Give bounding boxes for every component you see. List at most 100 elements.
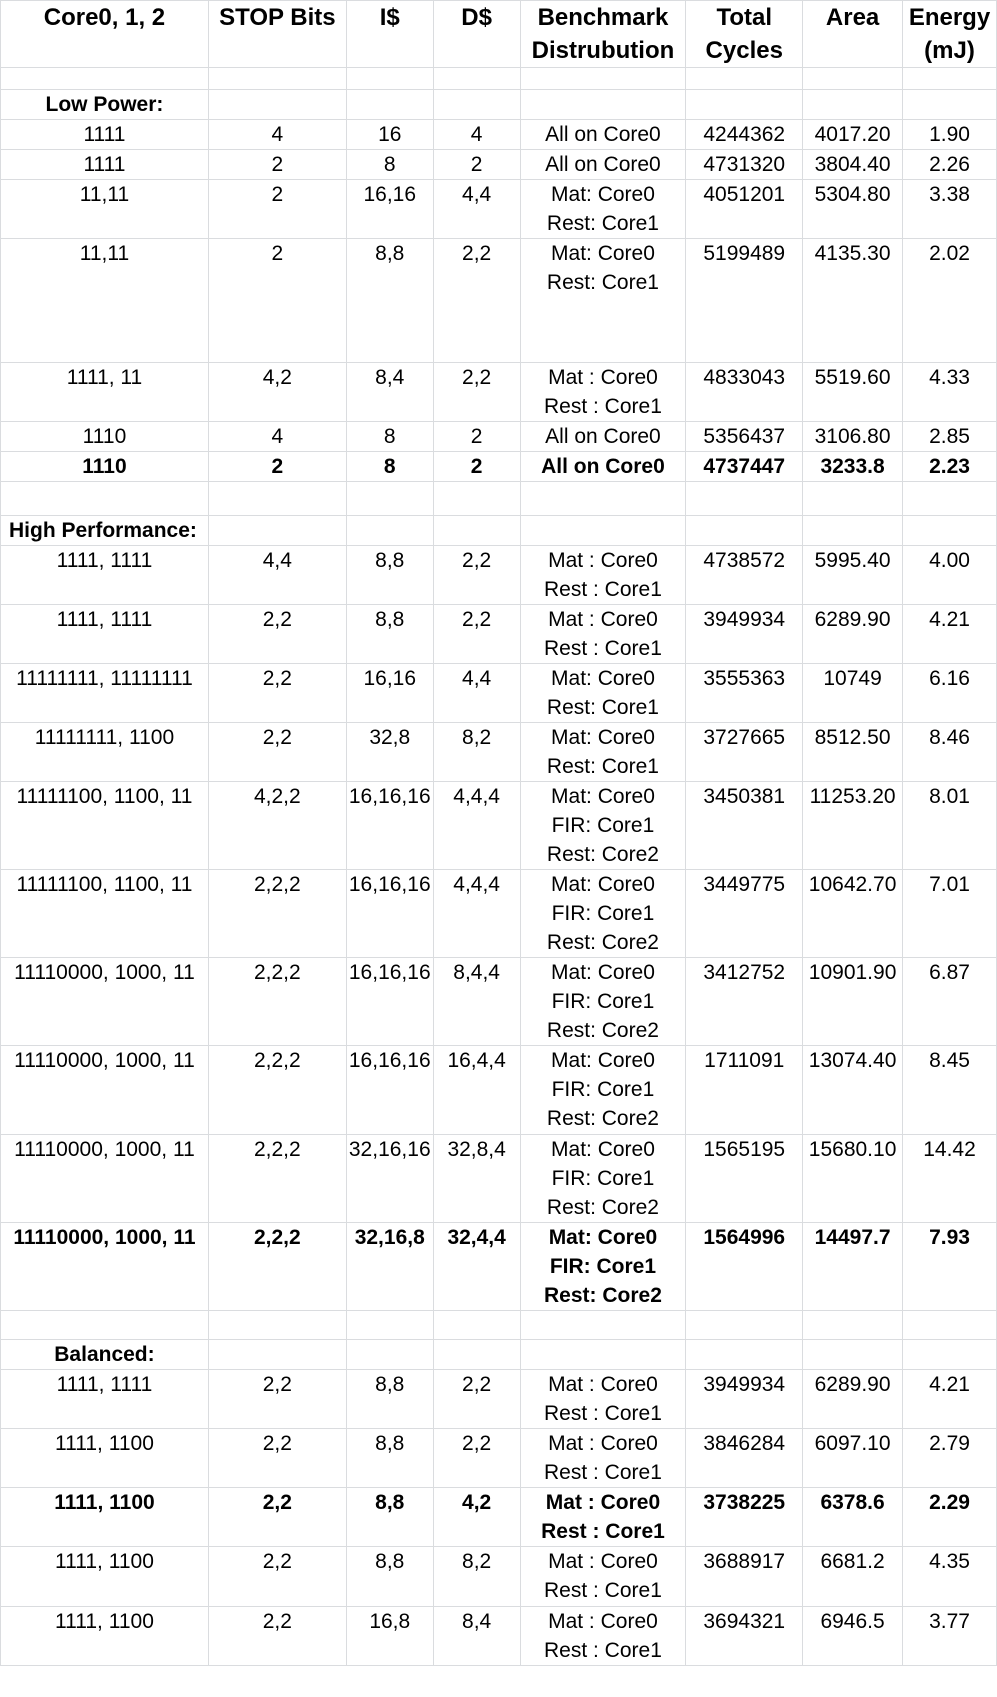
benchmark-cell: Mat : Core0 Rest : Core1	[519, 1606, 687, 1666]
benchmark-line: Rest: Core1	[546, 755, 659, 778]
cores-cell: 11110000, 1000, 11	[0, 1045, 209, 1135]
empty-cell	[519, 1310, 687, 1340]
benchmark-cell: Mat : Core0 Rest : Core1	[519, 1428, 687, 1488]
cores-cell: 11111100, 1100, 11	[0, 869, 209, 958]
area-cell: 3804.40	[802, 149, 904, 180]
dcache-cell: 2	[432, 421, 521, 452]
benchmark-line: Mat : Core0	[548, 1610, 658, 1633]
cores-cell: 11,11	[0, 179, 209, 239]
benchmark-line: Rest: Core1	[546, 271, 659, 294]
empty-cell	[802, 1310, 904, 1340]
table-row: 1111, 1100 2,2 8,8 8,2 Mat : Core0 Rest : Cor…	[0, 1546, 997, 1607]
cores-cell: 1111, 1111	[0, 604, 209, 664]
benchmark-cell: Mat: Core0 FIR: Core1 Rest: Core2	[519, 957, 687, 1046]
header-benchmark: Benchmark Distrubution	[519, 0, 687, 68]
empty-cell	[345, 1339, 434, 1370]
empty-cell	[432, 515, 521, 546]
icache-cell: 32,8	[345, 722, 434, 782]
cores-cell: 1111, 1100	[0, 1487, 209, 1547]
benchmark-line: All on Core0	[545, 153, 661, 176]
total-cycles-cell: 3449775	[685, 869, 804, 958]
benchmark-line: Mat : Core0	[548, 1373, 658, 1396]
empty-cell	[685, 89, 804, 120]
stop-bits-cell: 2,2	[207, 1546, 347, 1607]
total-cycles-cell: 4244362	[685, 119, 804, 150]
benchmark-line: Mat : Core0	[548, 549, 658, 572]
area-cell: 4135.30	[802, 238, 904, 363]
benchmark-cell: All on Core0	[519, 119, 687, 150]
stop-bits-cell: 2,2,2	[207, 1045, 347, 1135]
area-cell: 15680.10	[802, 1134, 904, 1223]
table-row: 11110000, 1000, 11 2,2,2 32,16,16 32,8,4 Mat…	[0, 1134, 997, 1223]
dcache-cell: 4,4	[432, 179, 521, 239]
total-cycles-cell: 3412752	[685, 957, 804, 1046]
table-row: 1111, 1100 2,2 16,8 8,4 Mat : Core0 Rest : Co…	[0, 1606, 997, 1666]
table-row: 11,11 2 16,16 4,4 Mat: Core0 Rest: Core1 40512…	[0, 179, 997, 239]
dcache-cell: 2,2	[432, 1369, 521, 1429]
stop-bits-cell: 2,2,2	[207, 1222, 347, 1311]
energy-cell: 8.01	[902, 781, 997, 870]
stop-bits-cell: 2,2,2	[207, 1134, 347, 1223]
blank-row	[0, 1310, 997, 1340]
table-row: 1111, 1111 4,4 8,8 2,2 Mat : Core0 Rest : Cor…	[0, 545, 997, 605]
benchmark-line: Mat: Core0	[551, 1138, 655, 1161]
benchmark-cell: Mat : Core0 Rest : Core1	[519, 1369, 687, 1429]
stop-bits-cell: 4	[207, 421, 347, 452]
empty-cell	[685, 515, 804, 546]
energy-cell: 2.85	[902, 421, 997, 452]
energy-cell: 6.16	[902, 663, 997, 723]
empty-cell	[802, 67, 904, 90]
area-cell: 11253.20	[802, 781, 904, 870]
dcache-cell: 2,2	[432, 604, 521, 664]
icache-cell: 8	[345, 149, 434, 180]
benchmark-line: Mat : Core0	[548, 1550, 658, 1573]
dcache-cell: 8,2	[432, 1546, 521, 1607]
empty-cell	[902, 67, 997, 90]
energy-cell: 2.23	[902, 451, 997, 482]
area-cell: 5995.40	[802, 545, 904, 605]
energy-cell: 4.00	[902, 545, 997, 605]
icache-cell: 8,8	[345, 545, 434, 605]
section-row: Balanced:	[0, 1339, 997, 1370]
benchmark-line: Rest : Core1	[541, 1520, 665, 1543]
dcache-cell: 2	[432, 451, 521, 482]
benchmark-cell: Mat: Core0 Rest: Core1	[519, 663, 687, 723]
empty-cell	[685, 67, 804, 90]
dcache-cell: 4	[432, 119, 521, 150]
empty-cell	[902, 515, 997, 546]
stop-bits-cell: 2	[207, 149, 347, 180]
icache-cell: 16	[345, 119, 434, 150]
section-label: Balanced:	[0, 1339, 209, 1370]
cores-cell: 1111, 11	[0, 362, 209, 422]
benchmark-cell: Mat: Core0 Rest: Core1	[519, 238, 687, 363]
total-cycles-cell: 3846284	[685, 1428, 804, 1488]
empty-cell	[345, 67, 434, 90]
energy-cell: 4.35	[902, 1546, 997, 1607]
empty-cell	[0, 1310, 209, 1340]
energy-cell: 2.26	[902, 149, 997, 180]
stop-bits-cell: 2	[207, 238, 347, 363]
benchmark-line: FIR: Core1	[549, 1255, 657, 1278]
blank-row	[0, 67, 997, 90]
area-cell: 6289.90	[802, 604, 904, 664]
stop-bits-cell: 2,2	[207, 604, 347, 664]
cores-cell: 1111, 1100	[0, 1606, 209, 1666]
empty-cell	[902, 1310, 997, 1340]
total-cycles-cell: 3949934	[685, 604, 804, 664]
total-cycles-cell: 4731320	[685, 149, 804, 180]
empty-cell	[519, 515, 687, 546]
icache-cell: 8,8	[345, 1487, 434, 1547]
icache-cell: 8,8	[345, 238, 434, 363]
icache-cell: 8,8	[345, 1369, 434, 1429]
benchmark-line: Rest: Core2	[546, 931, 659, 954]
table-row: 1111, 1111 2,2 8,8 2,2 Mat : Core0 Rest : Cor…	[0, 1369, 997, 1429]
stop-bits-cell: 2,2,2	[207, 957, 347, 1046]
section-row: High Performance:	[0, 515, 997, 546]
empty-cell	[207, 1310, 347, 1340]
table-row: 11110000, 1000, 11 2,2,2 16,16,16 8,4,4 Mat:…	[0, 957, 997, 1046]
benchmark-line: Mat : Core0	[548, 1432, 658, 1455]
cores-cell: 1110	[0, 421, 209, 452]
total-cycles-cell: 1711091	[685, 1045, 804, 1135]
benchmark-line: Rest : Core1	[544, 1639, 662, 1662]
benchmark-line: Mat: Core0	[551, 873, 655, 896]
